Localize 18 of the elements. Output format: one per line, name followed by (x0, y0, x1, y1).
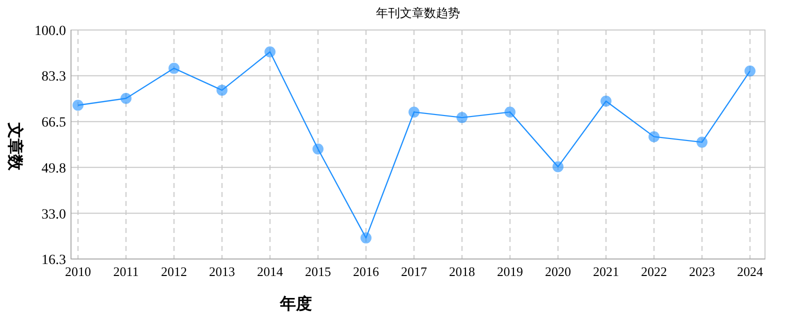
point (264, 46, 276, 58)
point (696, 136, 708, 148)
ylabel: 文章数 (6, 122, 23, 170)
point (312, 144, 324, 155)
point (744, 66, 756, 77)
xlabel: 年度 (280, 296, 312, 313)
point (216, 84, 228, 96)
point (552, 161, 564, 172)
point (600, 96, 612, 107)
point (504, 106, 516, 118)
title: 年刊文章数趋势 (376, 6, 460, 20)
point (168, 62, 180, 74)
point (120, 92, 132, 104)
point (456, 112, 468, 124)
point (360, 232, 372, 244)
point (72, 100, 84, 111)
point (408, 106, 420, 118)
point (648, 131, 660, 142)
